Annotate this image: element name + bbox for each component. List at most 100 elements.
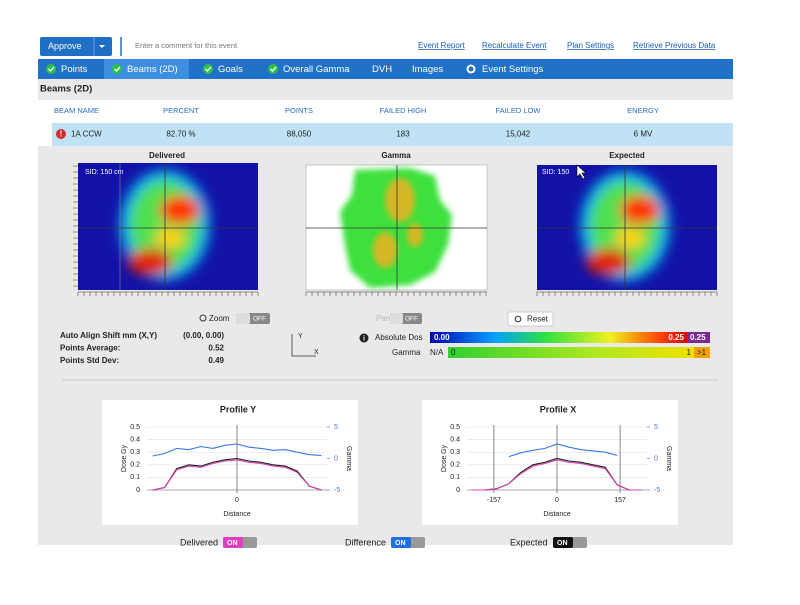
dose-min: 0.00	[434, 333, 450, 342]
sid-label: SID: 150 cm	[85, 169, 124, 176]
panel-title: Gamma	[381, 151, 411, 160]
panel-title: Expected	[609, 151, 645, 160]
stat-label: Auto Align Shift mm (X,Y)	[60, 331, 157, 340]
check-mark	[114, 66, 121, 72]
zoom-state[interactable]: OFF	[253, 316, 266, 323]
cursor	[576, 164, 587, 180]
toggle-on[interactable]	[553, 537, 573, 548]
toggle-state[interactable]: ON	[227, 540, 238, 547]
link[interactable]: Retrieve Previous Data	[633, 41, 716, 50]
delivered-image[interactable]: SID: 150 cm	[78, 163, 258, 290]
dropdown-caret[interactable]	[99, 45, 105, 48]
axes-icon	[291, 334, 316, 357]
y-tick-label: 0.1	[130, 474, 140, 481]
gamma-bar	[448, 347, 694, 358]
tab[interactable]: Overall Gamma	[283, 64, 350, 75]
info-icon[interactable]	[359, 333, 369, 343]
cell: 1A CCW	[71, 130, 102, 139]
dose-max: 0.25	[668, 333, 684, 342]
tab[interactable]: Points	[61, 64, 88, 75]
stat-label: Points Average:	[60, 344, 120, 353]
gamma-label: Gamma	[392, 348, 421, 357]
y-tick-label: 0.1	[450, 474, 460, 481]
link[interactable]: Plan Settings	[567, 41, 614, 50]
comment-input[interactable]: Enter a comment for this event	[135, 41, 238, 50]
cell: 88,050	[287, 130, 312, 139]
active-tab[interactable]	[104, 59, 189, 79]
toggle-on[interactable]	[223, 537, 243, 548]
y2-axis-title: Gamma	[665, 446, 672, 471]
profile-title: Profile X	[540, 404, 577, 414]
sid-label: SID: 150	[542, 169, 569, 176]
y-tick-label: 0.5	[450, 424, 460, 431]
column-header: PERCENT	[163, 106, 199, 115]
link[interactable]: Event Report	[418, 41, 465, 50]
gamma-max: 1	[687, 348, 692, 357]
cell: 183	[396, 130, 410, 139]
reset-icon	[514, 315, 522, 323]
approve-label[interactable]: Approve	[48, 41, 82, 51]
profile-line	[508, 443, 618, 458]
x-axis-title: Distance	[543, 511, 570, 518]
zoom-label: Zoom	[209, 314, 230, 323]
y-tick-label: 0.2	[450, 462, 460, 469]
link[interactable]: Recalculate Event	[482, 41, 547, 50]
y-tick-label: 0.4	[450, 436, 460, 443]
tab-bar	[38, 59, 733, 79]
gear-icon	[466, 64, 476, 74]
profile-line	[152, 459, 322, 491]
toggle-on[interactable]	[391, 537, 411, 548]
stat-value: 0.49	[208, 356, 224, 365]
stat-value: 0.52	[208, 344, 224, 353]
gamma-over-label: >1	[697, 348, 707, 357]
error-mark: !	[60, 130, 63, 139]
table-row[interactable]	[52, 123, 733, 146]
check-mark	[270, 66, 277, 72]
gamma-image[interactable]	[305, 164, 488, 291]
reset-button[interactable]	[507, 311, 554, 327]
error-icon	[56, 129, 66, 139]
x-tick-label: 157	[614, 497, 626, 504]
toolbar	[38, 35, 733, 59]
dose-over	[687, 332, 710, 343]
dose-over-label: 0.25	[690, 333, 706, 342]
column-header: ENERGY	[627, 106, 659, 115]
check-icon	[112, 64, 122, 74]
toggle-label: Delivered	[180, 537, 218, 547]
y2-tick-label: 5	[334, 424, 338, 431]
toggle-state[interactable]: ON	[557, 540, 568, 547]
y-tick-label: 0.4	[130, 436, 140, 443]
gamma-over	[694, 347, 710, 358]
panel-title: Delivered	[149, 151, 185, 160]
tab[interactable]: Goals	[218, 64, 243, 75]
y2-tick-label: -5	[334, 487, 340, 494]
tab[interactable]: DVH	[372, 64, 392, 75]
check-icon	[203, 64, 213, 74]
expected-image[interactable]: SID: 150	[537, 165, 717, 290]
column-header: FAILED LOW	[495, 106, 541, 115]
y-axis-title: Dose Gy	[441, 444, 448, 472]
column-header: BEAM NAME	[54, 106, 99, 115]
cell: 15,042	[506, 130, 531, 139]
cell: 82.70 %	[166, 130, 195, 139]
profile-line	[152, 443, 322, 457]
info-mark: i	[363, 335, 365, 342]
x-tick-label: 0	[555, 497, 559, 504]
reset-label[interactable]: Reset	[527, 315, 549, 324]
stat-label: Points Std Dev:	[60, 356, 119, 365]
check-icon	[268, 64, 278, 74]
tab[interactable]: Images	[412, 64, 443, 75]
x-tick-label: 0	[235, 497, 239, 504]
y-tick-label: 0.3	[450, 449, 460, 456]
y2-tick-label: 0	[654, 455, 658, 462]
tab[interactable]: Beams (2D)	[127, 64, 178, 75]
check-mark	[205, 66, 212, 72]
check-icon	[46, 64, 56, 74]
toggle-label: Difference	[345, 537, 386, 547]
pan-state[interactable]: OFF	[405, 316, 418, 323]
y-tick-label: 0	[456, 487, 460, 494]
column-header: FAILED HIGH	[380, 106, 427, 115]
toggle-state[interactable]: ON	[395, 540, 406, 547]
tab[interactable]: Event Settings	[482, 64, 544, 75]
